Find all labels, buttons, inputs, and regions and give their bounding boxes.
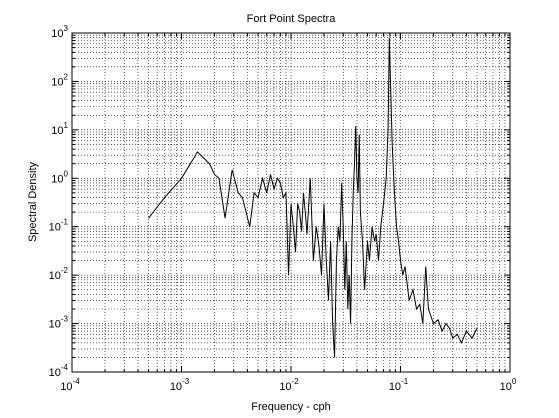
data-line (148, 37, 478, 358)
tick-label: 10-2 (49, 266, 69, 282)
tick-label: 10-4 (49, 363, 69, 379)
tick-label: 103 (51, 24, 68, 40)
chart-title: Fort Point Spectra (247, 13, 337, 25)
y-axis-label: Spectral Density (27, 161, 39, 242)
axes-box (71, 32, 511, 373)
tick-label: 102 (51, 72, 68, 88)
tick-label: 100 (500, 377, 517, 393)
tick-label: 100 (51, 169, 68, 185)
tick-label: 10-3 (170, 377, 190, 393)
tick-label: 10-1 (389, 377, 409, 393)
x-axis-label: Frequency - cph (251, 401, 330, 413)
tick-label: 10-4 (60, 377, 80, 393)
tick-label: 10-2 (279, 377, 299, 393)
tick-label: 101 (51, 121, 68, 137)
tick-label: 10-1 (49, 218, 69, 234)
tick-label: 10-3 (49, 315, 69, 331)
